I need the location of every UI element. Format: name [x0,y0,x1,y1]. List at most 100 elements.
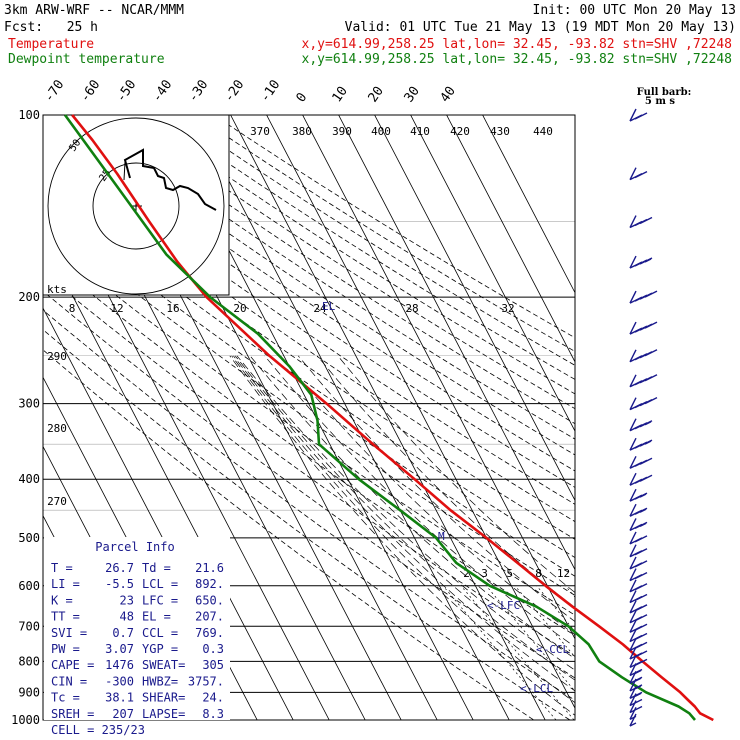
parcel-info-cell: 8.3 [202,707,224,721]
parcel-info-cell: CELL = 235/23 [51,723,145,737]
pressure-tick-label: 300 [18,397,40,411]
thetae-label: 24 [313,302,327,315]
wind-barb [629,619,637,633]
parcel-info-cell: 3757. [188,674,224,688]
wind-barb [629,556,637,570]
wind-barb-flag [634,614,648,622]
pressure-tick-label: 1000 [11,713,40,727]
temperature-legend: Temperature [8,37,94,52]
wind-barb-flag [629,698,643,707]
parcel-info-cell: SVI = [51,626,87,640]
wind-barb [629,488,637,502]
mixing-ratio-label: 2 [463,567,470,580]
wind-barb-flag [634,560,648,568]
parcel-info-cell: T = [51,561,73,575]
wind-barb [629,629,637,642]
pressure-tick-label: 600 [18,579,40,593]
wind-barb-flag [639,457,653,465]
parcel-info-box: Parcel Info T = 26.7 Td = 21.6 LI = -5.5 LCL =… [44,537,230,737]
parcel-info-cell: 305 [202,658,224,672]
mixing-ratio-label: 8 [535,567,542,580]
wind-barb [629,215,637,228]
parcel-info-cell: 207 [112,707,134,721]
wind-barb [629,700,637,713]
wind-barb [629,397,637,410]
fcst-label: Fcst: [4,20,43,35]
isotherm-label: -10 [258,77,284,105]
hodograph-ring-outer [47,117,225,295]
wind-barb [629,693,637,706]
init-time: Init: 00 UTC Mon 20 May 13 [533,3,737,18]
wind-barb-flag [644,374,658,382]
wind-barb [629,255,637,269]
wind-barb [629,678,637,692]
parcel-info-cell: 1476 [105,658,134,672]
thetae-label: 12 [110,302,123,315]
parcel-info-cell: -5.5 [105,577,134,591]
ccl-marker: <-CCL [536,643,569,656]
isotherm [230,115,546,720]
theta-label: 370 [250,125,270,138]
parcel-info-cell: LFC = [142,593,178,607]
valid-time: Valid: 01 UTC Tue 21 May 13 (19 MDT Mon … [345,20,736,35]
isotherm-label: -20 [222,77,248,105]
hodograph-units: kts [47,283,67,296]
wind-barb [629,374,637,388]
moist-adiabat [236,355,575,671]
wind-barb-half [634,685,642,690]
wind-barb [629,544,637,558]
dry-adiabat [43,349,535,720]
mixing-ratio-line [536,585,575,632]
fcst-value: 25 h [67,20,98,35]
dry-adiabat [82,115,575,440]
temperature-location: x,y=614.99,258.25 lat,lon= 32.45, -93.82… [302,37,732,52]
wind-barb [629,503,637,517]
wind-barb-half [644,421,652,426]
parcel-info-cell: SHEAR= [142,691,185,705]
wind-barb-half [639,522,647,528]
parcel-info-cell: 24. [202,691,224,705]
wind-barb-flag [634,112,648,120]
isotherm-label: 0 [294,90,311,105]
wind-barb-flag [644,349,658,357]
wind-barb [629,713,637,727]
moist-adiabat [234,355,575,681]
wind-barb-flag [629,705,643,714]
pressure-tick-label: 100 [18,108,40,122]
parcel-info-cell: 3.07 [105,642,134,656]
dry-adiabat [64,115,575,456]
moist-adiabat [264,355,575,648]
theta-label: 270 [47,495,67,508]
moist-adiabat [231,355,575,704]
wind-barb [629,349,637,363]
parcel-info-title: Parcel Info [95,540,174,554]
wind-barb-flag [634,641,648,650]
wind-barb-half [644,440,652,445]
lcl-marker: <-LCL [520,682,553,695]
parcel-info-cell: Td = [142,561,171,575]
dry-adiabat [43,237,575,616]
wind-barb-flag [634,583,648,591]
thetae-label: 8 [69,302,76,315]
wind-barb [629,437,637,451]
wind-barb-flag [634,571,648,580]
wind-barb [629,646,637,660]
parcel-info-bg [44,537,230,720]
wind-barb [629,321,637,335]
hodograph-trace [123,148,217,211]
parcel-info-cell: SWEAT= [142,658,185,672]
wind-barb [629,167,637,180]
wind-barb [629,600,637,614]
dry-adiabat [157,115,575,380]
parcel-info-cell: 0.3 [202,642,224,656]
plot-frame [42,114,576,721]
wind-barb-flag [634,604,648,612]
isotherm-label: 40 [438,84,459,105]
pressure-tick-label: 200 [18,290,40,304]
wind-barb-half [634,677,642,682]
thetae-label: 16 [166,302,179,315]
wind-barb-flag [644,397,658,405]
theta-label: 380 [292,125,312,138]
wind-barb-flag [634,548,648,556]
wind-barb-flag [634,658,648,666]
